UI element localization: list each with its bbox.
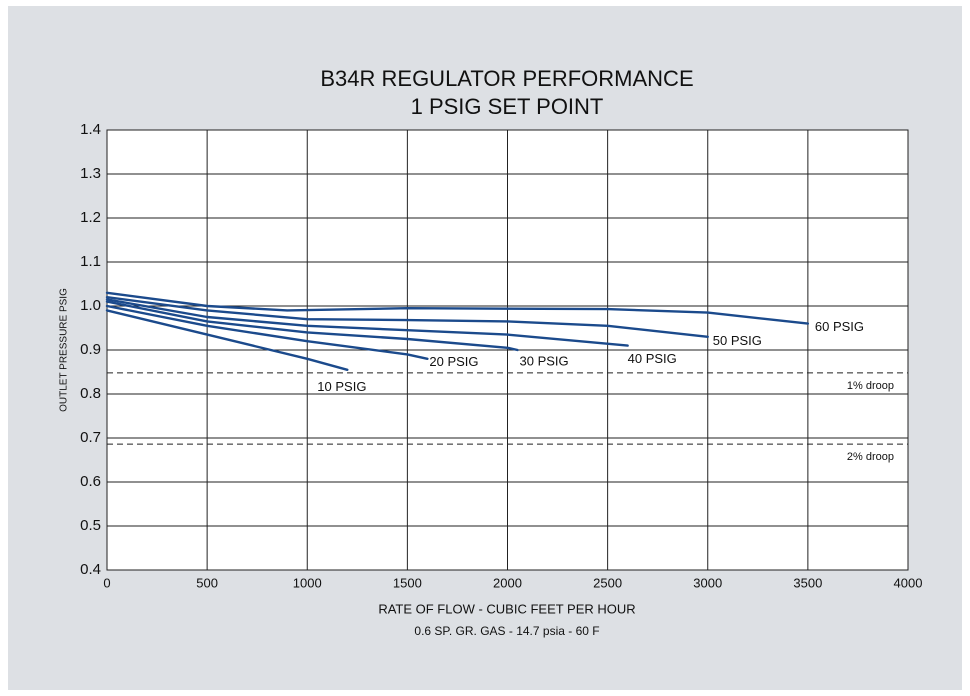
y-tick-label: 1.2 bbox=[80, 209, 101, 226]
series-label: 60 PSIG bbox=[815, 319, 864, 334]
series-line bbox=[105, 298, 629, 347]
x-axis-label: RATE OF FLOW - CUBIC FEET PER HOUR bbox=[378, 601, 635, 616]
y-tick-label: 0.6 bbox=[80, 473, 101, 490]
y-axis-label: OUTLET PRESSURE PSIG bbox=[59, 288, 70, 412]
droop-label: 2% droop bbox=[847, 451, 894, 463]
series-label: 40 PSIG bbox=[628, 351, 677, 366]
chart-title: B34R REGULATOR PERFORMANCE bbox=[320, 66, 693, 91]
y-tick-label: 1.3 bbox=[80, 165, 101, 182]
x-tick-label: 0 bbox=[103, 575, 110, 590]
x-tick-label: 2500 bbox=[593, 575, 622, 590]
y-tick-label: 1.1 bbox=[80, 253, 101, 270]
series-line bbox=[105, 296, 709, 338]
series-line bbox=[105, 291, 810, 325]
plot-border bbox=[106, 129, 909, 571]
series-line bbox=[105, 304, 429, 360]
chart-subtitle: 1 PSIG SET POINT bbox=[411, 94, 604, 119]
y-tick-label: 0.8 bbox=[80, 385, 101, 402]
x-tick-label: 3000 bbox=[693, 575, 722, 590]
series-line bbox=[105, 309, 349, 371]
y-tick-label: 1.0 bbox=[80, 297, 101, 314]
series-line bbox=[105, 300, 519, 352]
x-axis-note: 0.6 SP. GR. GAS - 14.7 psia - 60 F bbox=[414, 624, 599, 638]
x-tick-label: 4000 bbox=[894, 575, 923, 590]
y-tick-label: 1.4 bbox=[80, 121, 101, 138]
series-label: 30 PSIG bbox=[520, 353, 569, 368]
droop-label: 1% droop bbox=[847, 380, 894, 392]
x-tick-label: 500 bbox=[196, 575, 218, 590]
x-tick-label: 3500 bbox=[793, 575, 822, 590]
y-tick-label: 0.7 bbox=[80, 429, 101, 446]
series-label: 20 PSIG bbox=[429, 354, 478, 369]
x-tick-label: 1000 bbox=[293, 575, 322, 590]
series-label: 10 PSIG bbox=[317, 379, 366, 394]
series-label: 50 PSIG bbox=[713, 333, 762, 348]
y-tick-label: 0.4 bbox=[80, 561, 101, 578]
x-tick-label: 2000 bbox=[493, 575, 522, 590]
x-tick-label: 1500 bbox=[393, 575, 422, 590]
y-tick-label: 0.5 bbox=[80, 517, 101, 534]
y-tick-label: 0.9 bbox=[80, 341, 101, 358]
